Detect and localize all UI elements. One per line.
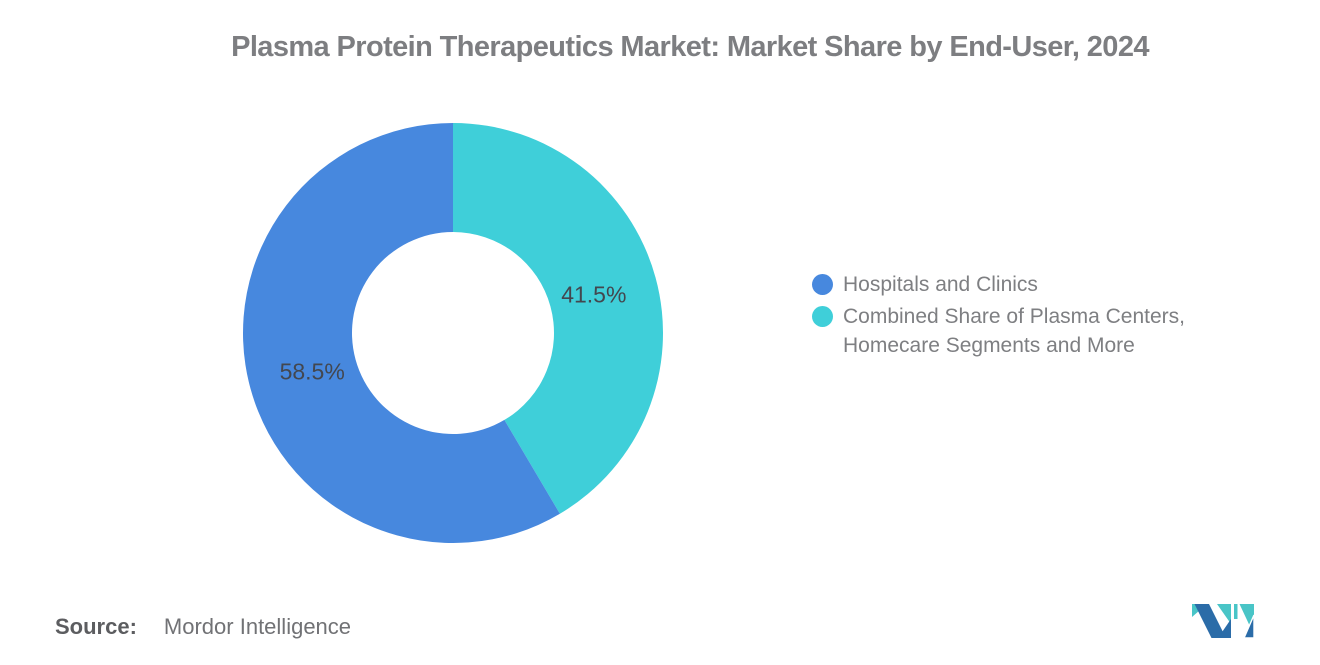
donut-slice bbox=[453, 123, 663, 514]
legend: Hospitals and Clinics Combined Share of P… bbox=[812, 270, 1185, 363]
legend-item: Hospitals and Clinics bbox=[812, 270, 1185, 299]
slice-label: 41.5% bbox=[561, 281, 626, 307]
source-value: Mordor Intelligence bbox=[163, 614, 352, 639]
legend-item: Combined Share of Plasma Centers, Homeca… bbox=[812, 302, 1185, 360]
legend-label: Combined Share of Plasma Centers, Homeca… bbox=[843, 305, 1185, 357]
legend-dot bbox=[812, 306, 833, 327]
donut-chart: 41.5% 58.5% bbox=[243, 123, 663, 543]
legend-label: Hospitals and Clinics bbox=[843, 273, 1038, 296]
mordor-intelligence-logo bbox=[1192, 604, 1254, 639]
slice-label: 58.5% bbox=[280, 359, 345, 385]
source-row: Source: Mordor Intelligence bbox=[55, 613, 351, 641]
donut-slice bbox=[243, 123, 560, 543]
chart-title: Plasma Protein Therapeutics Market: Mark… bbox=[231, 31, 1149, 63]
legend-dot bbox=[812, 274, 833, 295]
source-label: Source: bbox=[55, 614, 137, 639]
